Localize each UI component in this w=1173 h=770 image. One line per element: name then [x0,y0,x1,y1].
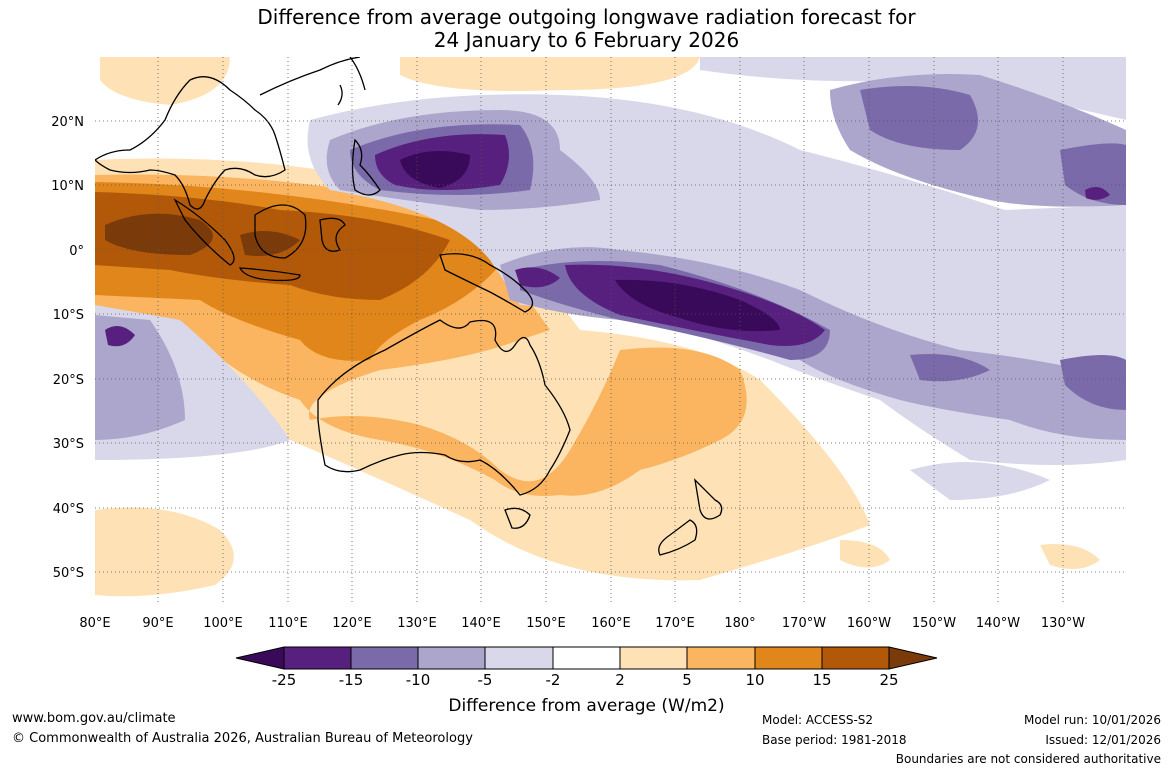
issued-date: Issued: 12/01/2026 [1045,733,1161,747]
colorbar-title: Difference from average (W/m2) [448,696,725,716]
colorbar-swatch [754,646,823,670]
lat-label: 10°S [53,308,84,323]
colorbar-swatch [686,646,756,670]
lon-label: 170°W [782,616,826,631]
graticule [95,57,1126,605]
lat-label: 40°S [53,502,84,517]
asia-coastline [95,57,361,210]
lon-label: 160°W [847,616,891,631]
lon-label: 170°E [655,616,695,631]
lon-label: 90°E [142,616,173,631]
lat-label: 30°S [53,437,84,452]
lat-label: 20°N [51,115,84,130]
map-title-line-1: Difference from average outgoing longwav… [257,5,916,29]
tasmania-coastline [504,507,531,529]
colorbar-swatch [350,646,419,670]
website-link[interactable]: www.bom.gov.au/climate [12,711,176,726]
map-title-line-2: 24 January to 6 February 2026 [433,28,740,52]
colorbar-tick-label: -10 [405,671,431,689]
lon-label: 120°E [332,616,372,631]
lon-label: 160°E [591,616,631,631]
colorbar-tick-label: -5 [477,671,493,689]
colorbar-swatch [821,646,890,670]
anomaly-band-below-minus-25 [400,151,780,332]
colorbar-swatch [484,646,554,670]
lon-label: 140°E [461,616,501,631]
colorbar [235,646,938,670]
colorbar-swatch [888,646,938,670]
boundaries-disclaimer: Boundaries are not considered authoritat… [895,752,1161,766]
lon-label: 80°E [79,616,110,631]
new-zealand-coastline [658,478,723,556]
sumatra-coastline [173,198,235,266]
colorbar-tick-label: 5 [682,671,692,689]
colorbar-swatch [552,646,621,670]
colorbar-tick-label: 10 [745,671,765,689]
taiwan-coastline [337,84,343,106]
philippines-coastline [351,138,381,196]
lon-label: 130°E [397,616,437,631]
lat-label: 50°S [53,566,84,581]
colorbar-swatch [417,646,486,670]
coastlines [95,57,723,556]
japan-coastline [349,57,366,91]
lat-label: 20°S [53,373,84,388]
lat-label: 0° [69,244,84,259]
anomaly-field [95,57,1126,605]
colorbar-swatch [235,646,285,670]
base-period: Base period: 1981-2018 [762,733,907,747]
model-name: Model: ACCESS-S2 [762,713,874,727]
lon-label: 100°E [203,616,243,631]
java-coastline [238,267,301,282]
lon-label: 110°E [268,616,308,631]
longitude-labels: 80°E 90°E 100°E 110°E 120°E 130°E 140°E … [79,616,1085,631]
colorbar-tick-label: -25 [271,671,297,689]
colorbar-tick-label: 2 [615,671,625,689]
lon-label: 150°E [526,616,566,631]
new-guinea-coastline [439,253,534,313]
sulawesi-coastline [319,217,346,252]
lon-label: 180° [724,616,755,631]
lon-label: 150°W [912,616,956,631]
borneo-coastline [254,204,307,259]
colorbar-tick-label: 15 [812,671,832,689]
colorbar-tick-label: -15 [338,671,364,689]
copyright-text: © Commonwealth of Australia 2026, Austra… [12,731,473,746]
lon-label: 140°W [976,616,1020,631]
australia-coastline [317,319,571,496]
lon-label: 130°W [1041,616,1085,631]
model-run-date: Model run: 10/01/2026 [1023,713,1161,727]
colorbar-tick-label: 25 [879,671,899,689]
lat-label: 10°N [51,179,84,194]
colorbar-swatch [283,646,352,670]
colorbar-tick-label: -2 [545,671,561,689]
latitude-labels: 20°N 10°N 0° 10°S 20°S 30°S 40°S 50°S [51,115,84,581]
colorbar-swatch [619,646,688,670]
